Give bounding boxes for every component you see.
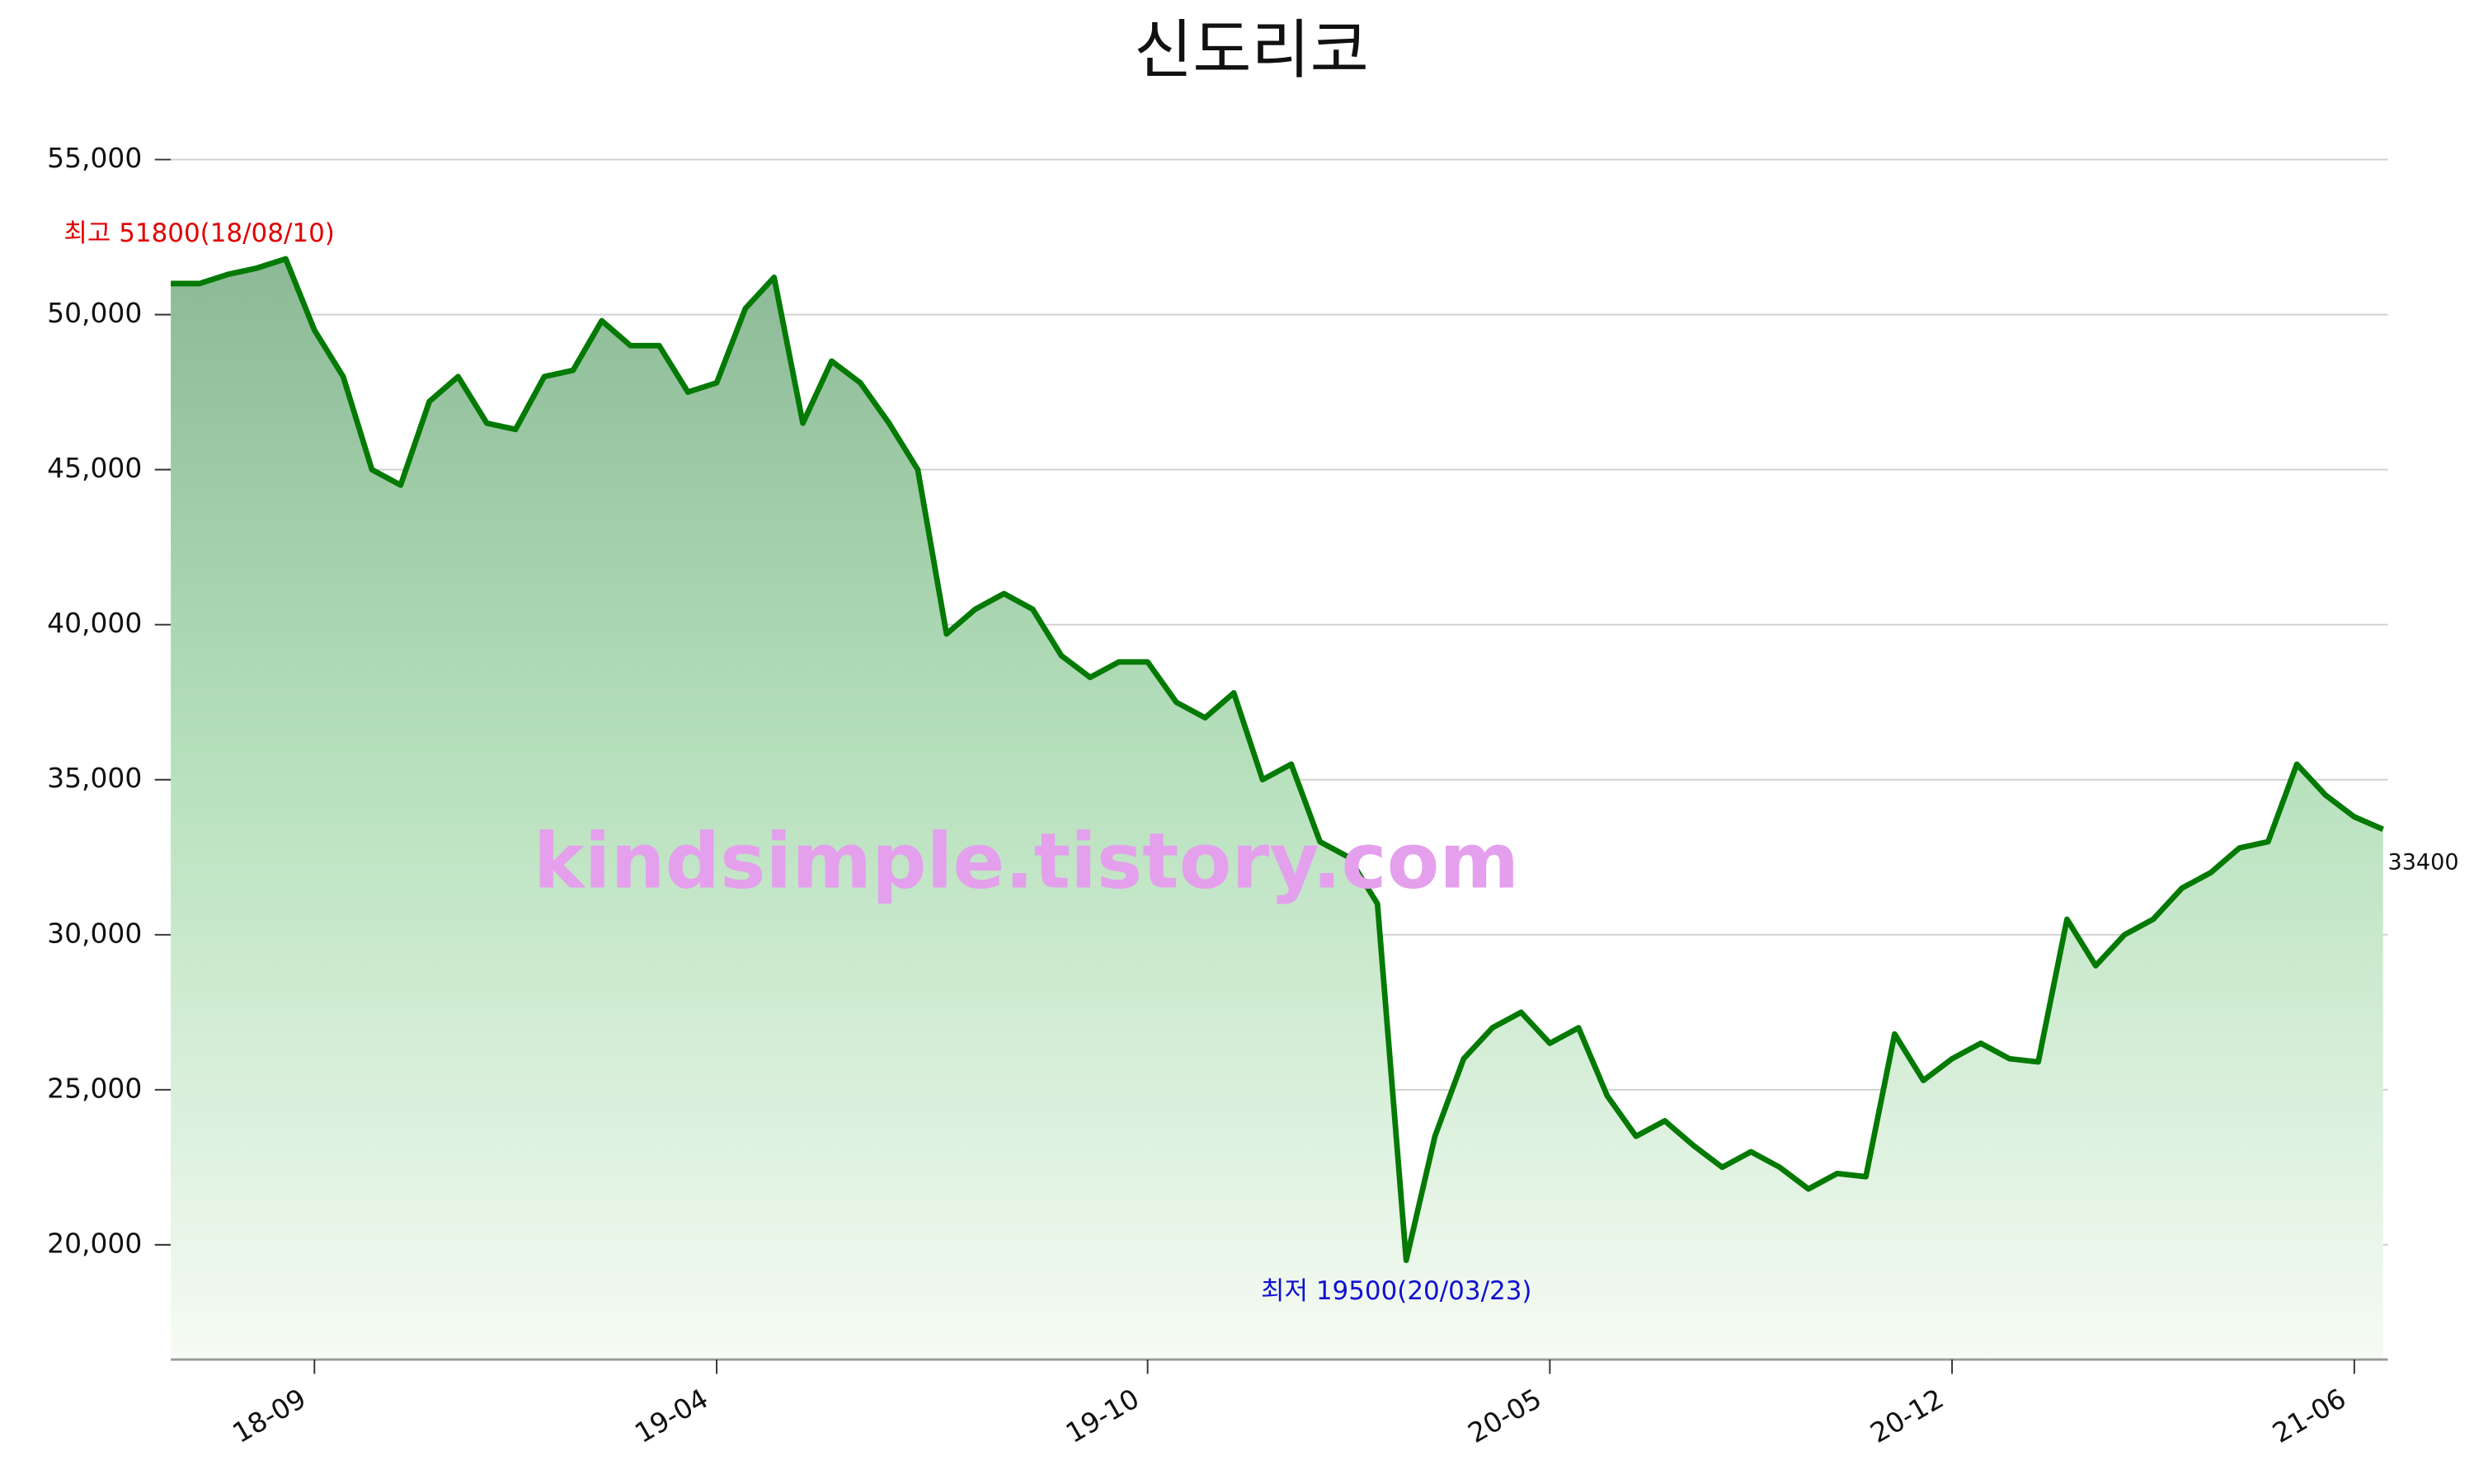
x-tick-label: 20-05 bbox=[1462, 1382, 1546, 1449]
y-tick-label: 35,000 bbox=[47, 762, 142, 794]
x-tick-label: 21-06 bbox=[2267, 1382, 2351, 1449]
x-tick-label: 20-12 bbox=[1865, 1382, 1949, 1449]
y-tick-label: 45,000 bbox=[47, 452, 142, 484]
y-tick-label: 25,000 bbox=[47, 1072, 142, 1104]
y-tick-label: 50,000 bbox=[47, 297, 142, 329]
y-tick-label: 20,000 bbox=[47, 1227, 142, 1259]
min-annotation: 최저 19500(20/03/23) bbox=[1261, 1276, 1531, 1306]
y-tick-label: 30,000 bbox=[47, 917, 142, 949]
x-tick-label: 18-09 bbox=[227, 1382, 311, 1449]
area bbox=[171, 258, 2383, 1360]
last-value-label: 33400 bbox=[2387, 850, 2458, 876]
chart-title: 신도리코 bbox=[1134, 13, 1369, 87]
y-tick-label: 55,000 bbox=[47, 142, 142, 174]
y-tick-label: 40,000 bbox=[47, 607, 142, 639]
price-line bbox=[171, 256, 2385, 1264]
max-annotation: 최고 51800(18/08/10) bbox=[63, 218, 334, 248]
watermark: kindsimple.tistory.com bbox=[534, 816, 1519, 905]
x-tick-label: 19-04 bbox=[629, 1382, 713, 1449]
x-tick-label: 19-10 bbox=[1061, 1382, 1145, 1449]
